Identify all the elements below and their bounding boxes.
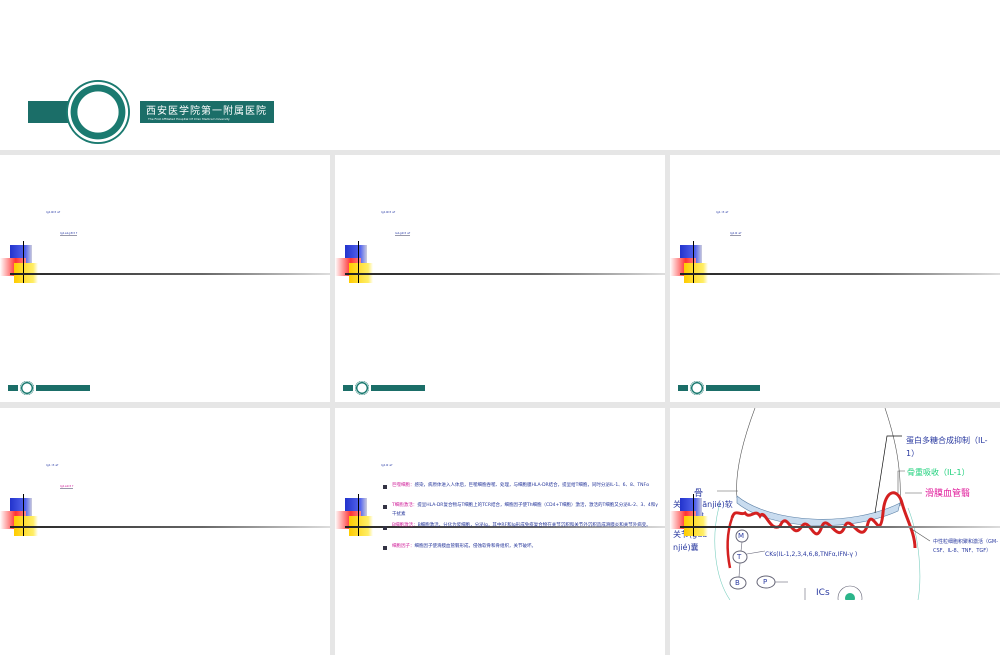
slide-title: Ig1l2l3 af — [46, 210, 61, 214]
label-cks: CKs(IL-1,2,3,4,6,8,TNFα,IFN-γ ) — [765, 551, 858, 558]
cell-b: B — [735, 579, 740, 587]
slide-text: Ig1a1l3 f — [60, 484, 74, 489]
bullet-1: 巨噬细胞：感染，病原体进入人体后，巨噬细胞吞噬、处理，与细胞膜HLA-DR结合，… — [392, 483, 650, 488]
footer-logo — [8, 381, 98, 395]
slide-thumbnail-6[interactable]: 骨 关节(guānjié)软骨 滑膜 关节(guā njié)囊 蛋白多糖合成抑… — [670, 408, 1000, 655]
cell-p: P — [763, 578, 768, 586]
banner-bar-left — [28, 101, 68, 123]
hospital-logo — [66, 80, 130, 144]
label-pannus: 滑膜血管翳 — [925, 489, 971, 499]
footer-logo — [343, 381, 433, 395]
slide-text: Ig1a1g3l3 f — [60, 231, 78, 236]
slide-title: Ig1 l3 af — [716, 210, 729, 214]
label-bone-resorption: 骨重吸收（IL-1） — [907, 468, 970, 477]
slide-thumbnail-2[interactable]: Ig1l2l3 af Ia1g2l3 af — [335, 155, 665, 402]
cell-m: M — [738, 532, 745, 540]
slide-thumbnail-3[interactable]: Ig1 l3 af Ig1l2 af — [670, 155, 1000, 402]
label-neutrophil: 中性粒细胞积聚和激活（GM-CSF、IL-8、TNF、TGF） — [933, 539, 998, 554]
joint-diagram — [714, 408, 931, 600]
slide-title: Ig1l2 af — [381, 463, 393, 467]
bullet-2: T细胞激活：提呈HLA-DR复合物与T细胞上的TCR结合，细胞因子使Th细胞（C… — [392, 503, 658, 517]
label-ics: ICs — [816, 588, 830, 598]
label-bone: 骨 — [694, 489, 704, 499]
label-proteoglycan: 蛋白多糖合成抑制（IL-1） — [906, 436, 988, 458]
cover-slide: 西安医学院第一附属医院 The First Affiliated Hospita… — [0, 0, 1000, 150]
slide-text: Ig1l2 af — [730, 231, 742, 236]
footer-logo — [678, 381, 768, 395]
hospital-name-box: 西安医学院第一附属医院 The First Affiliated Hospita… — [140, 101, 274, 123]
slide-title: Ig1 l3 af — [46, 463, 59, 467]
slide-text: Ia1g2l3 af — [395, 231, 411, 236]
bullet-4: 细胞因子：细胞因子使滑膜血管翳形成，侵蚀软骨和骨组织，关节破坏。 — [392, 544, 536, 549]
slide-thumbnail-4[interactable]: Ig1 l3 af Ig1a1l3 f — [0, 408, 330, 655]
cell-t: T — [737, 553, 742, 561]
bullet-3: B细胞激活：B细胞激活，分化为浆细胞，分泌Ig，其中RF和Ig形成免疫复合物在关… — [392, 523, 651, 528]
slide-title: Ig1l2l3 af — [381, 210, 396, 214]
slide-thumbnail-5[interactable]: Ig1l2 af 巨噬细胞：感染，病原体进入人体后，巨噬细胞吞噬、处理，与细胞膜… — [335, 408, 665, 655]
hospital-name-en: The First Affiliated Hospital Of Xi'an M… — [148, 117, 230, 121]
hospital-name-cn: 西安医学院第一附属医院 — [146, 106, 267, 117]
slide-thumbnail-1[interactable]: Ig1l2l3 af Ig1a1g3l3 f — [0, 155, 330, 402]
